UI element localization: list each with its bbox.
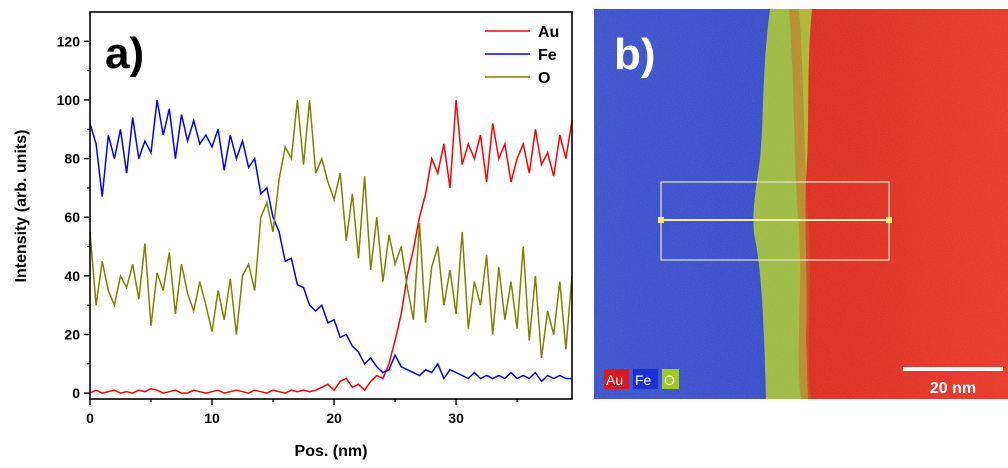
series-line-o bbox=[89, 99, 573, 359]
map-legend-swatch-fe bbox=[633, 369, 658, 389]
x-tick-label: 10 bbox=[204, 410, 220, 426]
x-tick-label: 0 bbox=[86, 410, 94, 426]
map-legend-label-au: Au bbox=[606, 372, 623, 388]
y-tick-label: 80 bbox=[64, 151, 80, 167]
series-line-fe bbox=[89, 99, 572, 383]
x-axis-ticks: 0 10 20 30 bbox=[86, 399, 518, 426]
y-axis-label: Intensity (arb. units) bbox=[13, 130, 30, 283]
y-tick-label: 100 bbox=[57, 92, 81, 108]
x-tick-label: 20 bbox=[326, 410, 342, 426]
chart-svg: 0 10 20 30 0 20 40 60 80 100 120 a) Pos. (nm) Int… bbox=[13, 11, 573, 460]
y-tick-label: 0 bbox=[72, 385, 80, 401]
legend: Au Fe O bbox=[485, 24, 559, 87]
map-legend-swatch-au bbox=[604, 369, 629, 389]
profile-start-marker bbox=[658, 217, 664, 223]
legend-label-au: Au bbox=[538, 24, 559, 41]
map-legend-swatch-o bbox=[662, 369, 679, 389]
y-tick-label: 120 bbox=[57, 33, 81, 49]
y-tick-label: 20 bbox=[64, 327, 80, 343]
profile-end-marker bbox=[886, 217, 892, 223]
element-legend: Au Fe O bbox=[604, 369, 679, 389]
series-line-au bbox=[89, 99, 573, 394]
elemental-map: b) Au Fe O 20 nm bbox=[594, 9, 1008, 399]
noise-texture bbox=[594, 9, 1008, 399]
panel-label-b: b) bbox=[614, 30, 656, 79]
map-legend-label-fe: Fe bbox=[635, 372, 652, 388]
y-tick-label: 60 bbox=[64, 209, 80, 225]
line-profile-chart: 0 10 20 30 0 20 40 60 80 100 120 a) Pos. (nm) Int… bbox=[13, 11, 573, 460]
plot-frame bbox=[89, 11, 573, 400]
scale-bar bbox=[903, 367, 1003, 371]
legend-label-o: O bbox=[538, 70, 550, 87]
y-tick-label: 40 bbox=[64, 268, 80, 284]
x-tick-label: 30 bbox=[448, 410, 464, 426]
scale-bar-label: 20 nm bbox=[930, 380, 976, 397]
y-axis-ticks: 0 20 40 60 80 100 120 bbox=[57, 33, 90, 401]
x-axis-label: Pos. (nm) bbox=[295, 443, 368, 460]
panel-label-a: a) bbox=[105, 29, 144, 78]
series-layer bbox=[89, 99, 573, 394]
map-legend-label-o: O bbox=[664, 372, 675, 388]
legend-label-fe: Fe bbox=[538, 47, 557, 64]
map-svg: b) Au Fe O 20 nm bbox=[594, 9, 1008, 399]
